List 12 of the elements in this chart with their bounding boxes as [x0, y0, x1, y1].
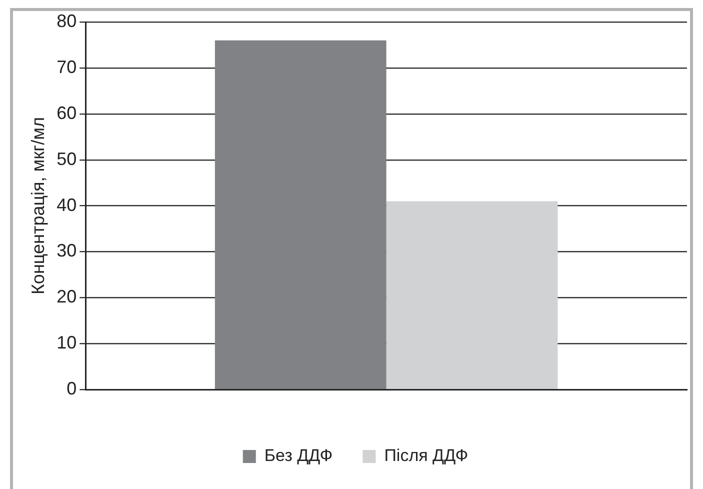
- y-tick-label: 80: [56, 10, 77, 31]
- y-tick-label: 10: [56, 332, 77, 353]
- y-tick-label: 20: [56, 286, 77, 307]
- legend-label: Без ДДФ: [264, 446, 333, 466]
- y-axis-title: Концентрація, мкг/мл: [28, 117, 48, 295]
- y-tick-label: 50: [56, 148, 77, 169]
- y-tick-label: 60: [56, 102, 77, 123]
- y-tick-label: 0: [66, 378, 77, 399]
- y-tick-label: 70: [56, 56, 77, 77]
- legend-label: Після ДДФ: [384, 446, 468, 466]
- y-tick-label: 40: [56, 194, 77, 215]
- y-tick-label: 30: [56, 240, 77, 261]
